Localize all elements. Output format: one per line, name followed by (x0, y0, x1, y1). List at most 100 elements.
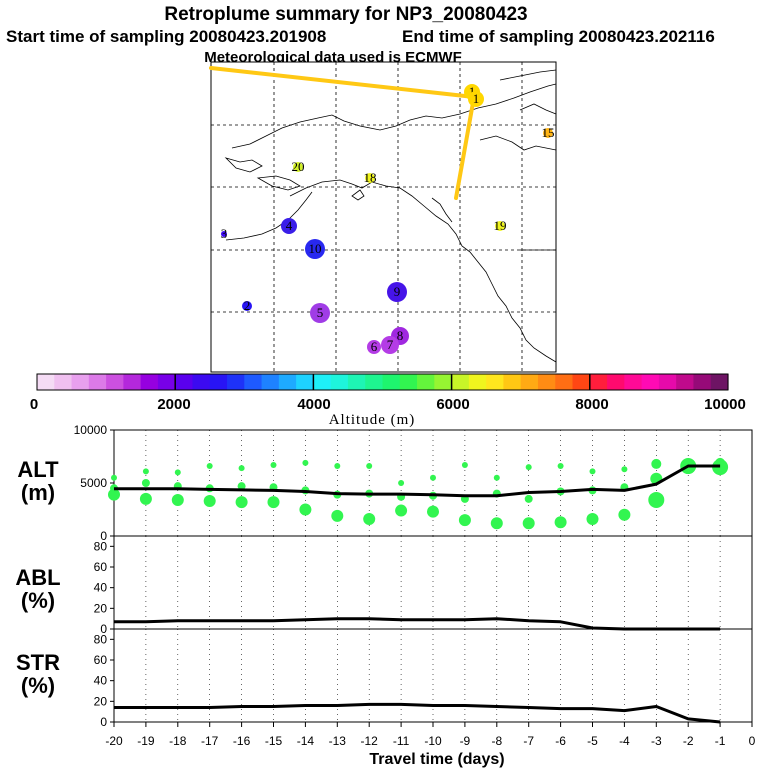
cluster-point (427, 505, 439, 518)
trajectory-map: 11 20 18 19 15 4 10 3 9 5 876 2 (209, 61, 557, 373)
y-tick-label: 5000 (80, 476, 107, 490)
colorbar-label: 4000 (297, 396, 330, 413)
str-panel: STR (%) 0 20 40 60 80 (16, 628, 753, 729)
map-point: 19 (494, 218, 507, 233)
cluster-point (398, 480, 405, 486)
x-tick-label: -1 (715, 734, 726, 748)
y-tick-label: 0 (100, 715, 107, 729)
colorbar-swatch (71, 374, 90, 390)
map-point-marker (242, 301, 252, 311)
figure-title: Retroplume summary for NP3_20080423 (164, 4, 527, 25)
x-tick-label: -7 (523, 734, 534, 748)
colorbar-title: Altitude (m) (329, 412, 416, 428)
x-tick-label: -19 (137, 734, 155, 748)
map-point-marker (381, 336, 399, 354)
cluster-point (363, 513, 376, 526)
colorbar-swatch (676, 374, 695, 390)
colorbar-label: 2000 (157, 396, 190, 413)
x-tick-label: -17 (201, 734, 219, 748)
map-point-label: 19 (494, 218, 507, 233)
x-tick-label: -18 (169, 734, 187, 748)
colorbar-swatch (140, 374, 159, 390)
colorbar-swatch (624, 374, 643, 390)
colorbar-swatch (175, 374, 194, 390)
map-point-label: 1 (469, 84, 476, 99)
colorbar-swatch (468, 374, 487, 390)
str-plot-area: 0 20 40 60 80 (94, 629, 721, 729)
cluster-point (554, 516, 567, 529)
map-point-label: 3 (221, 226, 228, 241)
x-tick-label: -10 (424, 734, 442, 748)
colorbar-swatch (330, 374, 349, 390)
x-tick-label: -5 (587, 734, 598, 748)
cluster-point (203, 495, 216, 508)
cluster-point (267, 496, 280, 509)
map-point-label: 1 (473, 91, 480, 106)
colorbar-swatch (227, 374, 245, 390)
cluster-point (586, 513, 599, 526)
series-line (114, 617, 721, 631)
map-point: 7 (381, 336, 399, 354)
cluster-point (171, 493, 184, 506)
colorbar-border (36, 373, 729, 391)
colorbar-swatch (209, 374, 228, 390)
map-point: 4 (281, 218, 297, 234)
y-tick-label: 80 (94, 632, 108, 646)
cluster-point (142, 468, 149, 475)
map-frame (210, 61, 557, 373)
y-tick-label: 60 (94, 653, 108, 667)
alt-panel-label: ALT (17, 457, 59, 482)
cluster-point (525, 464, 532, 471)
alt-panel: ALT (m) 0 5000 10000 (17, 423, 753, 543)
cluster-point (621, 466, 628, 473)
map-point-label: 10 (309, 241, 322, 256)
map-point-label: 6 (371, 339, 378, 354)
colorbar-label: 8000 (575, 396, 608, 413)
colorbar-swatch (607, 374, 625, 390)
abl-panel: ABL (%) 0 20 40 60 80 (15, 535, 753, 636)
x-tick-label: -4 (619, 734, 630, 748)
colorbar-swatch (296, 374, 314, 390)
x-tick-label: -13 (329, 734, 347, 748)
colorbar-swatch (520, 374, 539, 390)
cluster-point (238, 465, 245, 472)
x-tick-label: -3 (651, 734, 662, 748)
cluster-point (648, 491, 665, 508)
map-point: 3 (221, 226, 228, 241)
cluster-point (430, 474, 436, 481)
colorbar-swatch (278, 374, 297, 390)
x-tick-label: -11 (393, 734, 410, 748)
coastline (224, 69, 557, 363)
colorbar-swatch (37, 374, 55, 390)
map-point-label: 4 (286, 218, 293, 233)
map-point-label: 18 (364, 170, 377, 185)
cluster-point (174, 469, 181, 476)
map-point: 2 (242, 298, 252, 313)
map-point: 5 (310, 303, 330, 323)
y-tick-label: 10000 (74, 423, 108, 437)
map-point-marker (310, 303, 330, 323)
cluster-point (651, 458, 662, 469)
y-tick-label: 60 (94, 560, 108, 574)
map-point-markers: 11 20 18 19 15 4 10 3 9 5 876 2 (221, 84, 555, 354)
map-point-marker (468, 91, 484, 107)
colorbar-label: 6000 (436, 396, 469, 413)
cluster-point (395, 504, 408, 517)
cluster-point (302, 459, 309, 466)
cluster-point (299, 503, 312, 516)
cluster-point (206, 463, 213, 470)
cluster-point (618, 508, 631, 521)
start-time-text: Start time of sampling 20080423.201908 (6, 27, 326, 46)
colorbar-swatch (434, 374, 453, 390)
map-point-label: 20 (292, 159, 305, 174)
colorbar-swatch (54, 374, 73, 390)
colorbar-swatch (123, 374, 142, 390)
colorbar-swatch (88, 374, 107, 390)
altitude-colorbar (36, 373, 729, 391)
x-axis-title: Travel time (days) (369, 751, 504, 768)
cluster-point (334, 463, 341, 470)
alt-panel-unit: (m) (21, 480, 55, 505)
map-point: 1 (468, 91, 484, 107)
x-tick-label: -16 (233, 734, 251, 748)
